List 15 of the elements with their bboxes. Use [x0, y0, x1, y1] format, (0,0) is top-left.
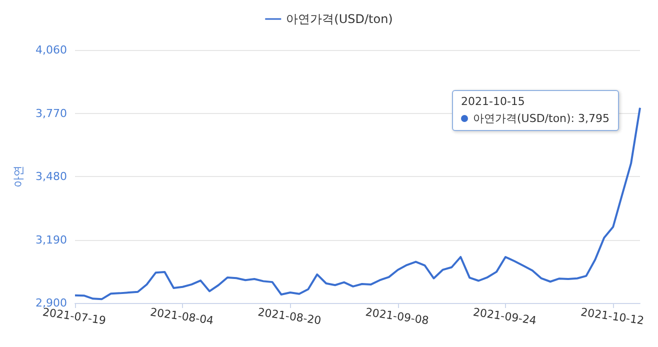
- x-tick-label: 2021-09-08: [364, 306, 430, 328]
- y-axis-title: 아연: [13, 166, 26, 188]
- y-tick-label: 2,900: [36, 296, 67, 310]
- y-tick-label: 3,770: [36, 106, 67, 120]
- annotation: 2021-10-15: [461, 95, 526, 108]
- y-tick-label: 3,190: [36, 233, 67, 246]
- line-series: [74, 106, 641, 300]
- x-tick-label: 2021-10-12: [580, 306, 645, 328]
- x-tick-label: 2021-09-24: [472, 306, 538, 328]
- y-tick-label: 3,480: [36, 170, 67, 183]
- x-tick-label: 2021-08-20: [256, 306, 322, 328]
- x-tick-label: 2021-08-04: [149, 306, 214, 328]
- annotation: 아연가격(USD/ton): 3,795: [473, 112, 610, 125]
- legend-label: 아연가격(USD/ton): [286, 12, 393, 26]
- y-tick-label: 4,060: [36, 44, 67, 56]
